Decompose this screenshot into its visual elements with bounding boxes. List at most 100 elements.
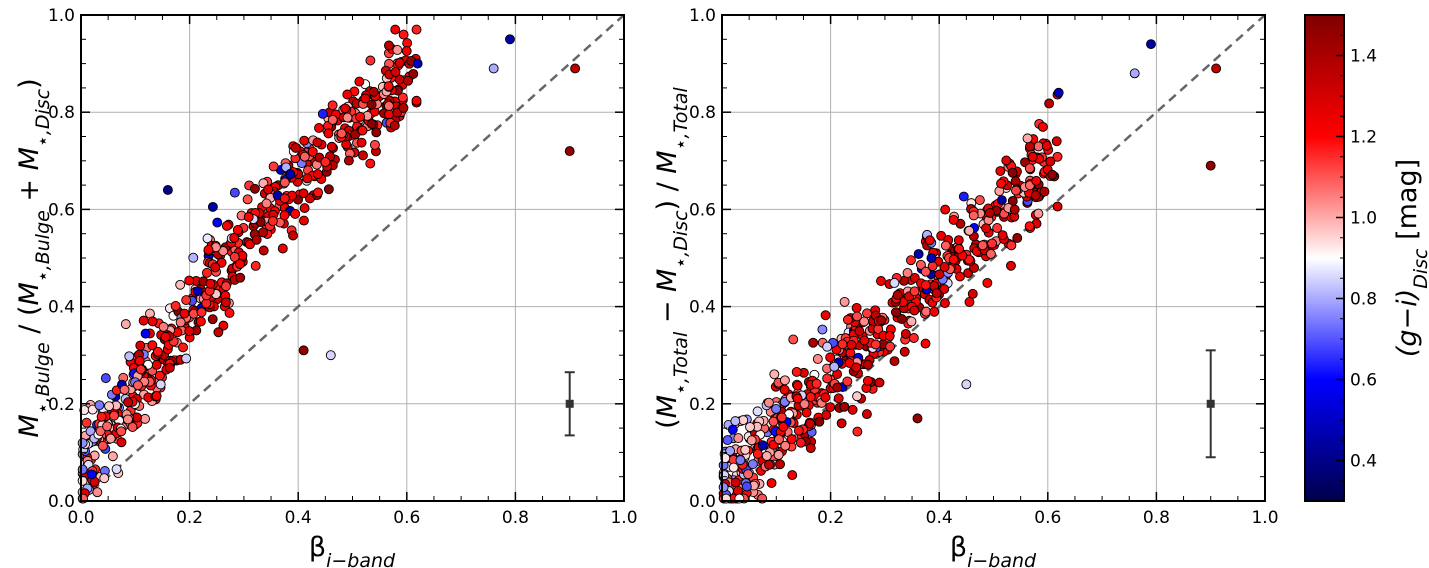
data-point: [325, 350, 336, 361]
data-point: [370, 139, 380, 150]
x-tick-label: 0.2: [817, 508, 844, 528]
data-point: [842, 376, 853, 387]
data-point: [184, 326, 195, 337]
data-point: [955, 271, 965, 282]
data-point: [812, 354, 823, 364]
data-point: [747, 459, 758, 470]
data-point: [412, 58, 423, 69]
data-point: [958, 191, 969, 202]
data-point: [727, 424, 738, 435]
data-point: [842, 314, 853, 325]
data-point: [902, 268, 913, 278]
data-point: [1006, 260, 1016, 271]
data-point: [920, 266, 931, 277]
data-point: [221, 281, 231, 292]
data-point: [181, 353, 192, 364]
data-point: [371, 127, 382, 138]
colorbar-tick-label: 0.8: [1350, 290, 1377, 310]
data-point: [184, 275, 195, 286]
data-point: [401, 46, 412, 56]
data-point: [722, 435, 733, 446]
data-point: [135, 340, 146, 351]
data-point: [964, 297, 975, 307]
data-point: [1129, 68, 1140, 79]
data-point: [105, 433, 116, 444]
data-point: [229, 252, 240, 262]
data-point: [752, 448, 763, 459]
data-point: [323, 184, 334, 195]
error-bar-marker: [1206, 399, 1215, 408]
right-x-axis-label: βi−band: [950, 532, 1037, 568]
data-point: [861, 409, 872, 420]
y-tick-label: 1.0: [689, 6, 716, 26]
data-point: [1045, 156, 1056, 167]
data-point: [1047, 169, 1058, 180]
data-point: [99, 473, 110, 484]
data-point: [277, 243, 288, 254]
data-point: [86, 469, 97, 480]
data-point: [235, 259, 245, 269]
data-point: [299, 203, 310, 214]
data-point: [741, 481, 752, 492]
data-point: [229, 187, 240, 198]
data-point: [116, 437, 127, 448]
data-point: [876, 276, 886, 286]
data-point: [411, 95, 422, 106]
y-tick-label: 0.6: [48, 200, 75, 220]
data-point: [104, 401, 114, 412]
data-point: [778, 421, 789, 432]
data-point: [299, 151, 310, 162]
data-point: [77, 464, 88, 475]
data-point: [885, 341, 896, 352]
data-point: [801, 407, 812, 418]
data-point: [267, 216, 278, 227]
data-point: [1024, 221, 1035, 232]
data-point: [313, 187, 324, 198]
data-point: [147, 316, 158, 327]
data-point: [302, 173, 313, 184]
data-point: [178, 342, 188, 353]
data-point: [1031, 175, 1042, 186]
data-point: [92, 487, 103, 498]
data-point: [948, 214, 959, 225]
data-point: [912, 413, 923, 424]
data-point: [210, 262, 221, 273]
data-point: [258, 227, 268, 238]
data-point: [355, 111, 366, 122]
data-point: [151, 391, 162, 401]
data-point: [192, 286, 203, 297]
data-point: [948, 254, 959, 265]
data-point: [147, 340, 158, 351]
data-point: [1053, 87, 1064, 98]
data-point: [852, 426, 863, 437]
data-point: [740, 444, 751, 455]
error-bar-marker: [565, 399, 574, 408]
data-point: [822, 341, 833, 352]
data-point: [155, 379, 166, 390]
data-point: [203, 244, 214, 255]
data-point: [244, 239, 255, 250]
data-point: [392, 45, 403, 55]
data-point: [746, 435, 757, 446]
data-point: [833, 393, 844, 404]
data-point: [900, 328, 911, 339]
data-point: [336, 128, 347, 139]
data-point: [124, 351, 135, 362]
data-point: [564, 146, 575, 157]
data-point: [307, 146, 318, 157]
x-tick-label: 0.8: [1143, 508, 1170, 528]
data-point: [852, 391, 863, 402]
data-point: [820, 392, 831, 403]
data-point: [120, 319, 131, 330]
data-point: [109, 410, 120, 421]
data-point: [874, 377, 885, 388]
data-point: [792, 393, 803, 404]
data-point: [961, 379, 972, 390]
data-point: [939, 262, 950, 272]
data-point: [290, 208, 301, 219]
data-point: [981, 223, 992, 234]
data-point: [164, 362, 175, 373]
y-tick-label: 0.6: [689, 200, 716, 220]
data-point: [170, 300, 181, 311]
y-tick-label: 1.0: [48, 6, 75, 26]
